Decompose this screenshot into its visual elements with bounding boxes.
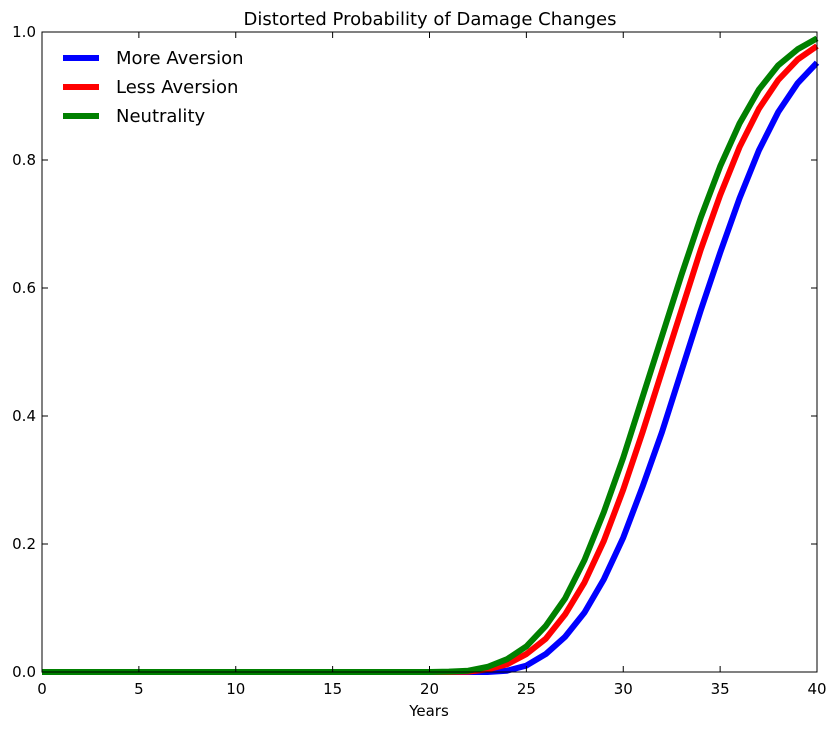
series-line-3 (42, 35, 819, 675)
chart-title: Distorted Probability of Damage Changes (244, 9, 617, 30)
series-line-2 (42, 43, 819, 675)
x-tick-label: 40 (807, 680, 826, 698)
x-tick-label: 20 (420, 680, 439, 698)
x-tick-label: 5 (134, 680, 144, 698)
x-tick-label: 35 (711, 680, 730, 698)
x-tick-label: 0 (37, 680, 47, 698)
y-tick-label: 1.0 (12, 23, 36, 41)
x-tick-label: 25 (517, 680, 536, 698)
legend-label-2: Less Aversion (116, 77, 238, 98)
y-tick-label: 0.0 (12, 663, 36, 681)
tick-labels-layer: 0 5 10 15 20 25 30 35 40 0.0 0.2 0.4 0.6 0.8 1.0 (12, 23, 826, 698)
plot-frame (41, 31, 818, 673)
y-tick-label: 0.6 (12, 279, 36, 297)
y-tick-label: 0.8 (12, 151, 36, 169)
y-tick-label: 0.4 (12, 407, 36, 425)
x-tick-label: 10 (226, 680, 245, 698)
x-tick-label: 15 (323, 680, 342, 698)
y-tick-label: 0.2 (12, 535, 36, 553)
legend-label-3: Neutrality (116, 106, 205, 127)
legend: More Aversion Less Aversion Neutrality (63, 48, 244, 127)
x-tick-label: 30 (614, 680, 633, 698)
ticks-layer (41, 31, 818, 673)
series-line-1 (42, 60, 820, 675)
series-layer (42, 35, 820, 675)
legend-label-1: More Aversion (116, 48, 244, 69)
x-axis-label: Years (408, 702, 449, 720)
